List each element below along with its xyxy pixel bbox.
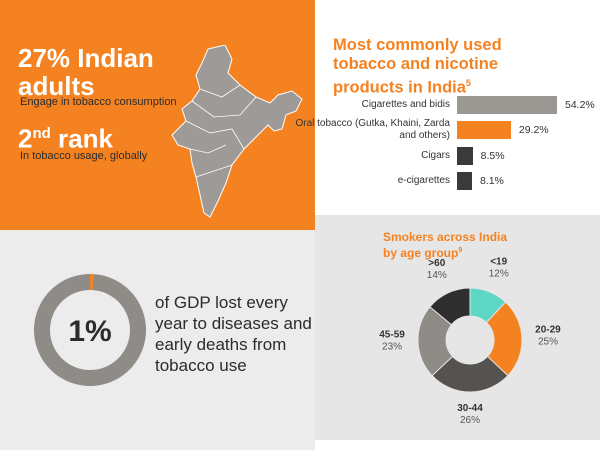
- category-label: Cigars: [421, 150, 450, 161]
- rank-suffix: nd: [32, 125, 51, 142]
- bar: [457, 96, 557, 114]
- age-panel: [315, 215, 600, 440]
- slice-category: <19: [490, 256, 507, 267]
- value-label: 8.5%: [480, 150, 505, 162]
- stat-panel: 27% Indian adults Engage in tobacco cons…: [0, 0, 315, 230]
- category-label: Oral tobacco (Gutka, Khaini, Zarda and o…: [295, 118, 450, 141]
- bar-title-note: 5: [465, 78, 471, 88]
- slice-category: 30-44: [457, 403, 483, 414]
- donut-slice: [431, 355, 509, 393]
- donut-title: Smokers across India by age group9: [383, 230, 513, 260]
- gauge-label: 1%: [68, 315, 111, 348]
- slice-category: >60: [428, 258, 445, 269]
- rank-note: In tobacco usage, globally: [20, 150, 148, 162]
- bar-title: Most commonly used tobacco and nicotine …: [333, 36, 543, 98]
- rank-word: rank: [58, 123, 113, 154]
- slice-category: 20-29: [535, 325, 561, 336]
- rank: 2nd rank: [18, 120, 113, 153]
- bar: [457, 147, 473, 165]
- slice-value: 26%: [460, 415, 480, 426]
- category-label: Cigarettes and bidis: [361, 99, 450, 110]
- slice-value: 12%: [489, 268, 509, 279]
- slice-value: 23%: [382, 341, 402, 352]
- donut-title-text: Smokers across India by age group: [383, 230, 508, 260]
- value-label: 29.2%: [518, 124, 549, 136]
- headline-note: Engage in tobacco consumption: [20, 96, 177, 108]
- donut-slice: [429, 287, 471, 326]
- value-label: 54.2%: [565, 99, 595, 111]
- rank-number: 2: [18, 123, 33, 154]
- slice-value: 25%: [538, 337, 558, 348]
- gdp-panel: of GDP lost every year to diseases and e…: [0, 230, 315, 450]
- donut-title-note: 9: [458, 247, 463, 254]
- gauge-value: [90, 274, 94, 291]
- bar: [457, 172, 472, 190]
- slice-value: 14%: [427, 270, 447, 281]
- bar: [457, 121, 511, 139]
- india-map: [171, 45, 303, 218]
- slice-category: 45-59: [379, 329, 405, 340]
- category-label: e-cigarettes: [397, 175, 450, 186]
- bar-title-text: Most commonly used tobacco and nicotine …: [333, 36, 502, 97]
- value-label: 8.1%: [479, 175, 504, 187]
- gdp-caption: of GDP lost every year to diseases and e…: [155, 293, 312, 375]
- headline: 27% Indian adults: [18, 43, 154, 101]
